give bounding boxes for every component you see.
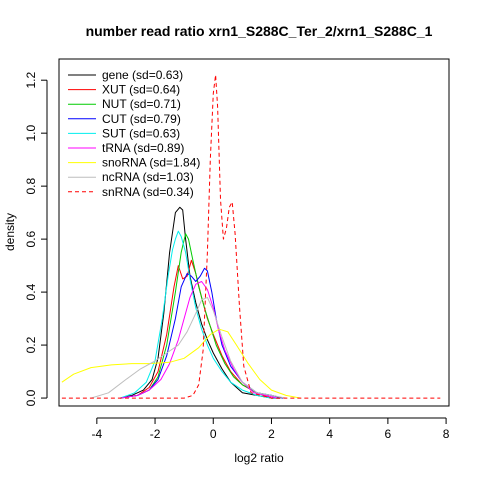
plot-frame [58,58,450,407]
series-line [61,328,301,399]
chart-title: number read ratio xrn1_S288C_Ter_2/xrn1_… [86,23,433,39]
y-tick-label: 0.2 [24,336,38,353]
legend-label: CUT (sd=0.79) [102,112,181,126]
legend-label: gene (sd=0.63) [102,68,183,82]
legend: gene (sd=0.63)XUT (sd=0.64)NUT (sd=0.71)… [68,68,200,199]
x-tick-label: 4 [326,427,333,441]
y-axis-title: density [3,213,17,251]
x-tick-label: 0 [210,427,217,441]
legend-label: ncRNA (sd=1.03) [102,170,194,184]
legend-label: XUT (sd=0.64) [102,83,180,97]
series-line [120,233,284,399]
plot-area: -4 -2 0 2 4 6 8 0.0 0.2 0.4 0.6 0.8 1.0 1.2 gene (sd=0… [24,68,450,441]
x-tick-label: 6 [385,427,392,441]
x-tick-label: -4 [91,427,102,441]
series-line [119,206,281,399]
y-tick-label: 0.8 [24,177,38,194]
y-tick-label: 1.0 [24,125,38,142]
series-line [119,230,281,399]
y-tick-label: 0.4 [24,283,38,300]
y-tick-label: 0.0 [24,389,38,406]
x-tick-label: -2 [150,427,161,441]
series-line [90,296,287,399]
x-tick-label: 2 [268,427,275,441]
y-tick-label: 1.2 [24,72,38,89]
legend-label: SUT (sd=0.63) [102,126,180,140]
x-tick-label: 8 [443,427,450,441]
legend-label: NUT (sd=0.71) [102,97,181,111]
legend-label: tRNA (sd=0.89) [102,141,184,155]
legend-label: snRNA (sd=0.34) [102,185,194,199]
x-axis-title: log2 ratio [234,451,284,465]
series-line [61,74,441,399]
y-tick-label: 0.6 [24,230,38,247]
legend-label: snoRNA (sd=1.84) [102,156,200,170]
